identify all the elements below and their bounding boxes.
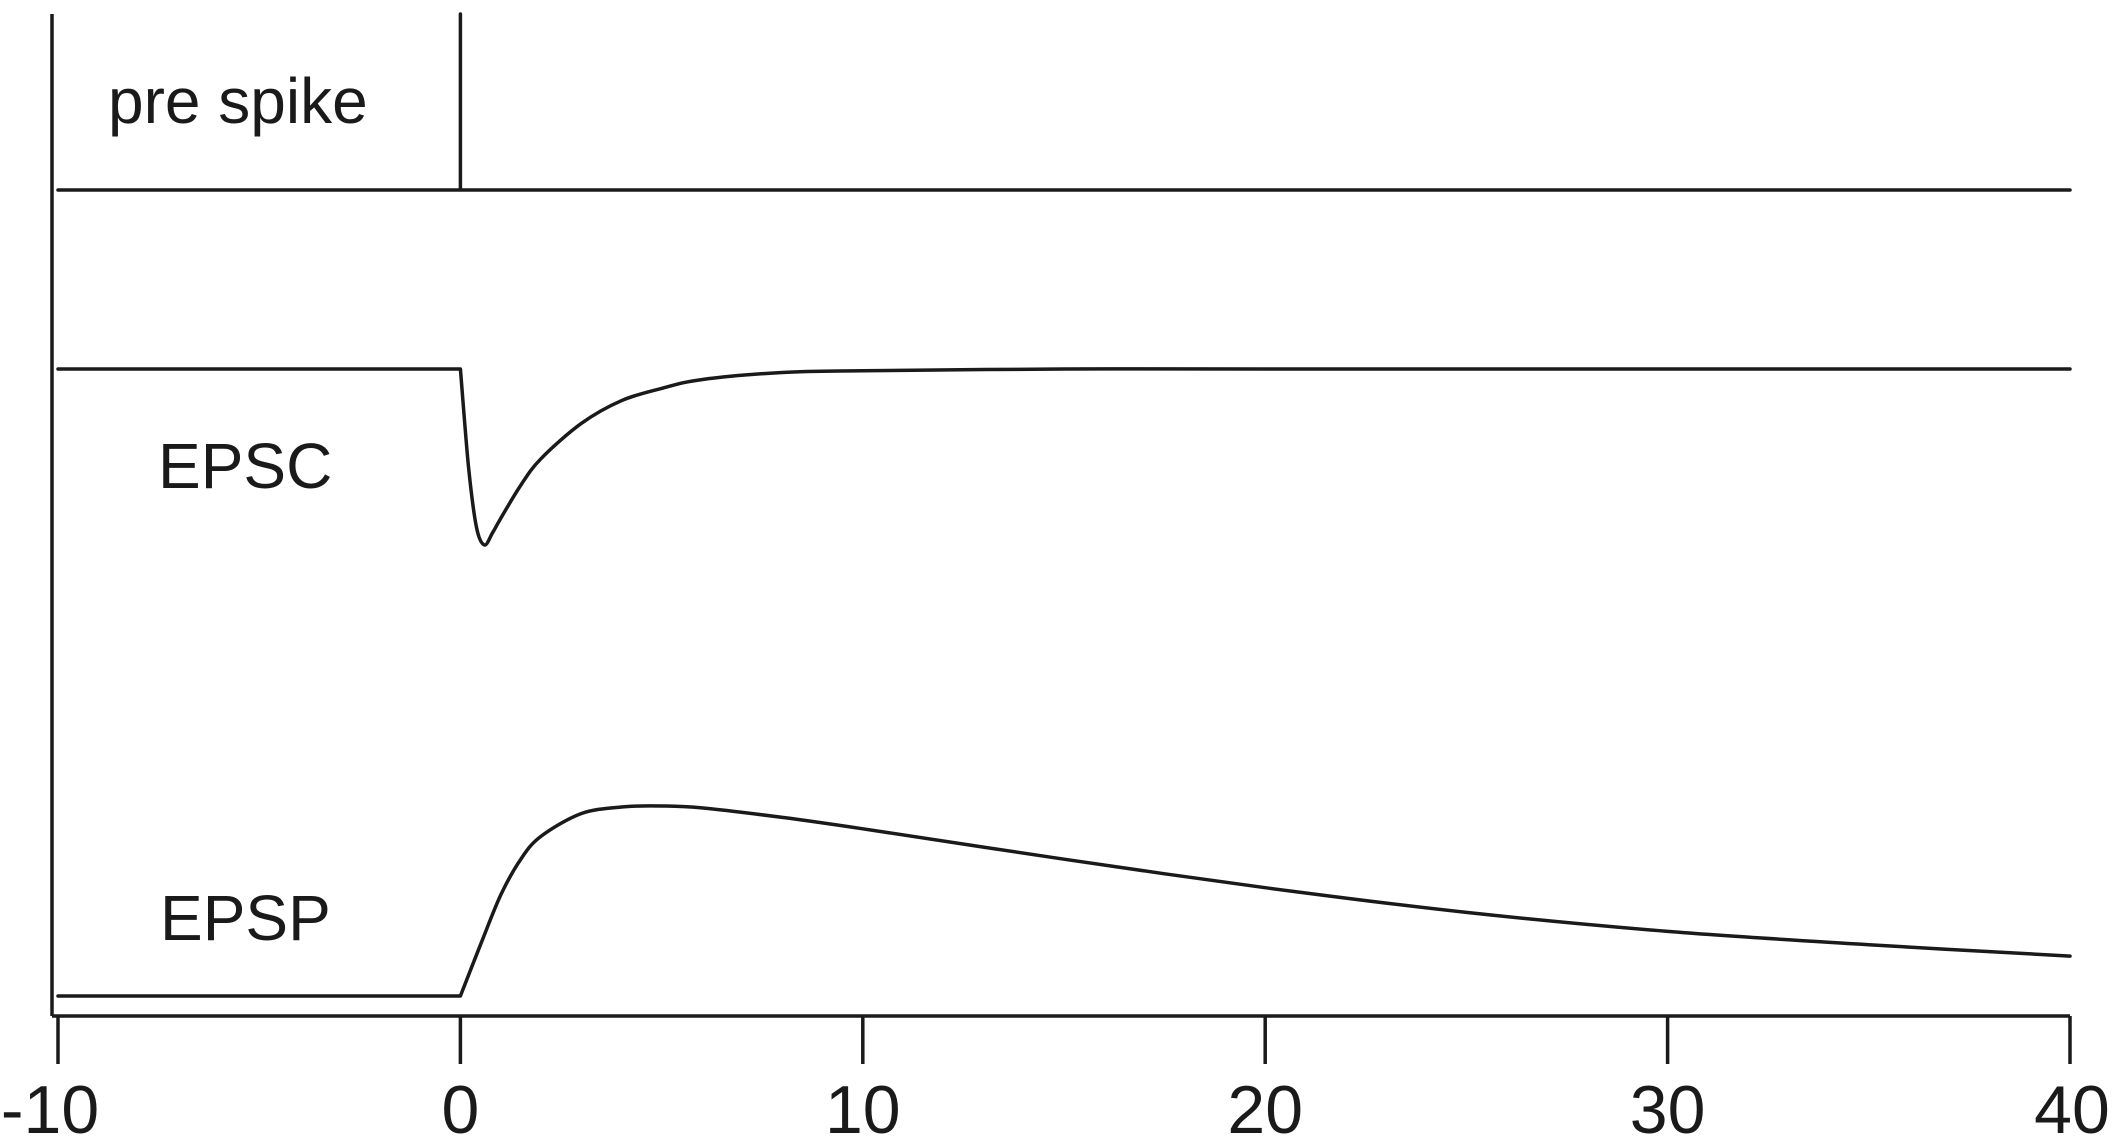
epsc-trace <box>56 367 2072 547</box>
pre-spike-label: pre spike <box>108 65 368 137</box>
x-tick-label: 30 <box>1630 1072 1706 1142</box>
x-tick-label: 20 <box>1227 1072 1303 1142</box>
x-tick-label: 10 <box>825 1072 901 1142</box>
x-tick-label: 40 <box>2034 1072 2110 1142</box>
epsc-label: EPSC <box>158 430 332 502</box>
epsp-label: EPSP <box>160 882 331 954</box>
x-tick-label: -10 <box>1 1072 99 1142</box>
pre-spike-trace <box>56 12 2072 192</box>
trace-labels-group: pre spike EPSC EPSP <box>108 65 368 954</box>
axes-group: -10 0 10 20 30 40 <box>1 14 2110 1147</box>
traces-group <box>56 12 2072 998</box>
epsp-trace <box>56 804 2072 998</box>
x-tick-label: 0 <box>441 1072 479 1142</box>
